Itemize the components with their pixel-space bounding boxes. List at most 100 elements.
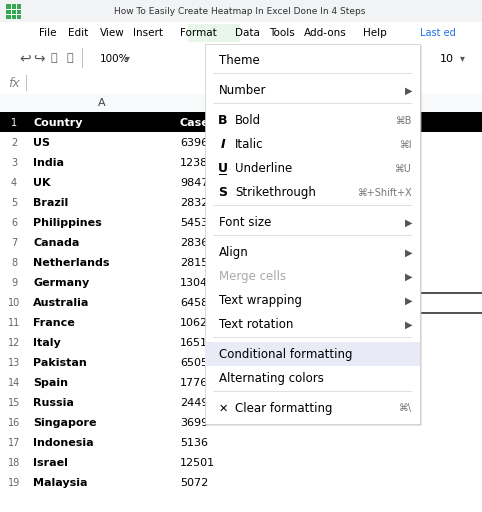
Text: ✕: ✕ [218, 403, 228, 414]
Text: 63966: 63966 [180, 138, 215, 147]
Text: I: I [221, 138, 225, 151]
Text: 10: 10 [8, 297, 20, 308]
Text: 6: 6 [11, 218, 17, 227]
Text: Font size: Font size [219, 216, 271, 229]
Text: ▶: ▶ [404, 271, 412, 282]
Bar [213, 391, 412, 392]
Bar [0, 152, 331, 172]
Bar [0, 132, 331, 152]
Bar [0, 432, 331, 452]
Text: Edit: Edit [68, 29, 88, 38]
Text: ▶: ▶ [404, 218, 412, 227]
Text: 3: 3 [11, 158, 17, 167]
Bar [219, 193, 227, 194]
Text: ⌘U: ⌘U [395, 163, 412, 174]
Text: ⌘+Shift+X: ⌘+Shift+X [357, 187, 412, 198]
Bar [175, 412, 176, 432]
Text: ↩: ↩ [19, 52, 31, 66]
Text: 6505: 6505 [180, 357, 208, 368]
Text: How To Easily Create Heatmap In Excel Done In 4 Steps: How To Easily Create Heatmap In Excel Do… [114, 7, 366, 16]
Text: Cases: Cases [180, 117, 216, 127]
Bar [0, 392, 331, 412]
Text: 5072: 5072 [180, 478, 208, 487]
Bar [27, 152, 28, 172]
Text: A: A [98, 98, 106, 109]
Bar [0, 112, 331, 132]
Bar [6, 4, 21, 19]
Bar [175, 232, 176, 252]
Text: 6458: 6458 [180, 297, 208, 308]
Text: Australia: Australia [33, 297, 89, 308]
Text: Strikethrough: Strikethrough [235, 186, 316, 199]
Bar [27, 332, 28, 352]
Text: 2: 2 [11, 138, 17, 147]
Bar [175, 312, 176, 332]
Bar [27, 112, 28, 132]
Bar [82, 48, 83, 68]
Text: Clear formatting: Clear formatting [235, 402, 333, 415]
Text: fx: fx [8, 77, 20, 90]
Text: 28364: 28364 [180, 238, 215, 247]
Text: Last ed: Last ed [420, 29, 456, 38]
Text: View: View [100, 29, 124, 38]
Bar [26, 75, 27, 91]
Bar [27, 352, 28, 372]
Bar [219, 174, 227, 175]
Text: Align: Align [219, 246, 249, 259]
Text: S: S [218, 186, 228, 199]
Bar [16, 4, 17, 19]
Bar [0, 232, 331, 252]
Text: 1: 1 [11, 117, 17, 127]
Text: Data: Data [235, 29, 259, 38]
Text: 14: 14 [8, 377, 20, 388]
Bar [231, 292, 482, 293]
Text: Canada: Canada [33, 238, 80, 247]
Text: 28320: 28320 [180, 198, 215, 207]
Text: 100%: 100% [100, 53, 130, 63]
Bar [27, 392, 28, 412]
Bar [27, 372, 28, 392]
Text: 10: 10 [440, 53, 454, 63]
Bar [27, 172, 28, 192]
Text: 16: 16 [8, 417, 20, 428]
Text: 9: 9 [11, 278, 17, 288]
Text: 🖨: 🖨 [51, 53, 57, 63]
Text: 11: 11 [8, 317, 20, 328]
Text: ⌘B: ⌘B [396, 116, 412, 125]
Text: Bold: Bold [235, 114, 261, 127]
Text: ▾: ▾ [124, 53, 130, 63]
Bar [231, 112, 482, 132]
Text: 8: 8 [11, 258, 17, 267]
Bar [27, 132, 28, 152]
Bar [175, 272, 176, 292]
Text: 28153: 28153 [180, 258, 215, 267]
Text: 98476: 98476 [180, 178, 215, 187]
Bar [11, 4, 12, 19]
Text: ▶: ▶ [404, 247, 412, 258]
Bar [0, 352, 331, 372]
Bar [0, 22, 482, 44]
Text: UK: UK [33, 178, 51, 187]
Bar [27, 272, 28, 292]
Bar [27, 432, 28, 452]
Bar [175, 332, 176, 352]
Text: Singapore: Singapore [33, 417, 96, 428]
Bar [0, 472, 331, 492]
Bar [0, 44, 482, 72]
Text: ↪: ↪ [33, 52, 45, 66]
Text: France: France [33, 317, 75, 328]
Text: 18: 18 [8, 458, 20, 467]
Bar [205, 44, 420, 424]
Text: 4: 4 [11, 178, 17, 187]
Bar [0, 172, 331, 192]
Bar [175, 252, 176, 272]
Bar [27, 312, 28, 332]
Text: Underline: Underline [235, 162, 292, 175]
Bar [175, 132, 176, 152]
Text: Text wrapping: Text wrapping [219, 294, 302, 307]
Text: Number: Number [219, 84, 267, 97]
Text: File: File [39, 29, 57, 38]
Bar [0, 94, 482, 112]
Text: Italy: Italy [33, 337, 61, 348]
Text: 7: 7 [11, 238, 17, 247]
